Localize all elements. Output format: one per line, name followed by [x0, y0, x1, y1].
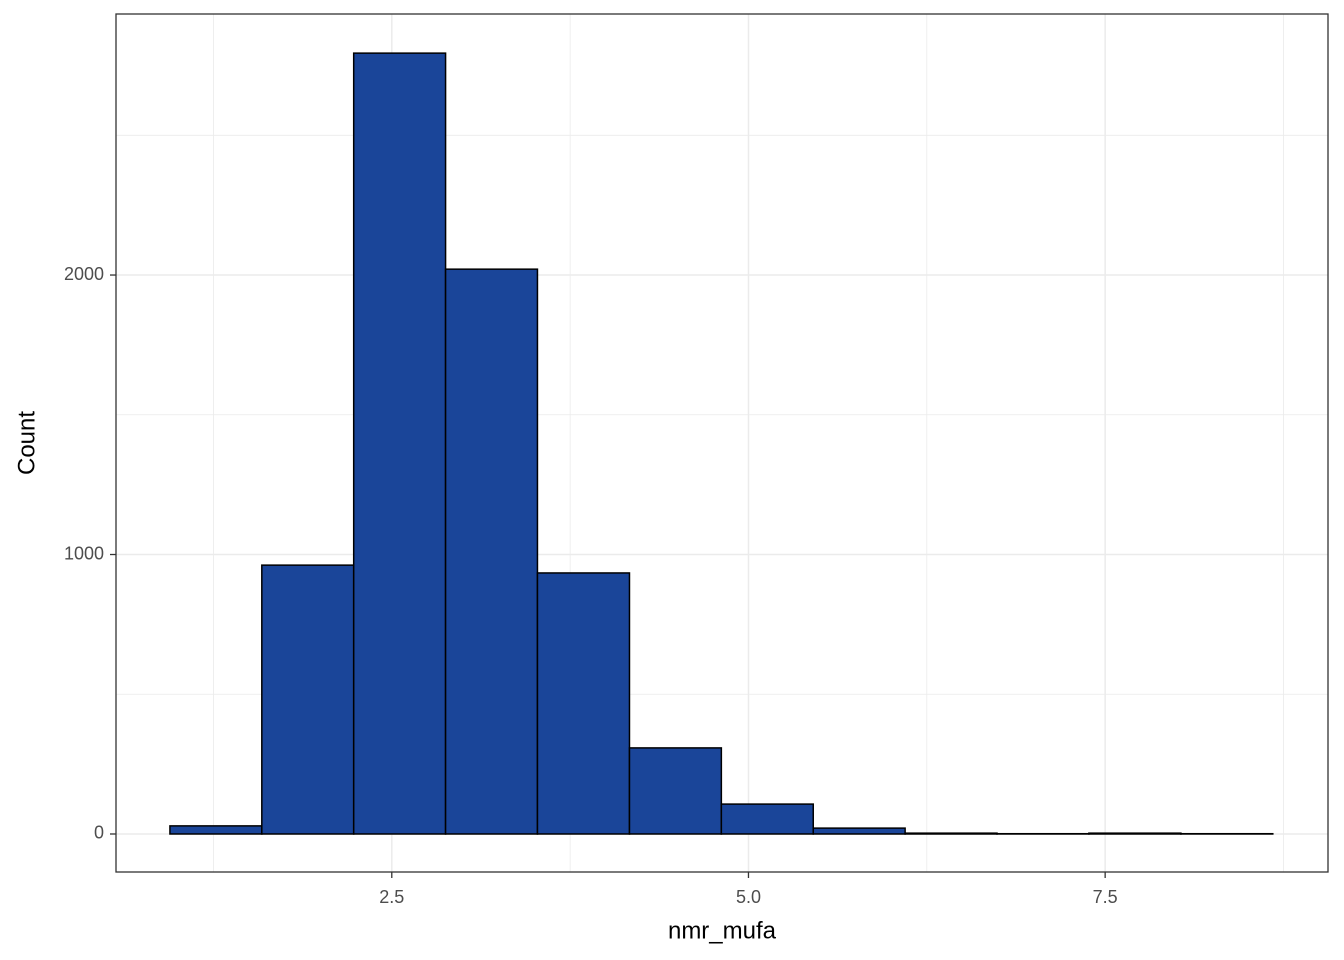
y-tick-label: 2000 — [64, 264, 104, 284]
x-axis-title: nmr_mufa — [668, 917, 777, 944]
bar — [628, 747, 723, 835]
bar — [352, 52, 447, 835]
x-tick-label: 2.5 — [379, 887, 404, 907]
bar — [904, 832, 998, 835]
bar — [720, 803, 814, 835]
bar — [261, 564, 355, 835]
bar — [169, 825, 263, 835]
bar — [536, 572, 631, 835]
x-tick-label: 7.5 — [1093, 887, 1118, 907]
y-axis-title: Count — [13, 411, 40, 475]
x-tick-label: 5.0 — [736, 887, 761, 907]
bar — [444, 268, 539, 835]
y-tick-label: 0 — [94, 823, 104, 843]
y-tick-label: 1000 — [64, 543, 104, 563]
bar — [812, 827, 906, 835]
bar — [1088, 832, 1182, 835]
panel-border — [115, 13, 1329, 873]
